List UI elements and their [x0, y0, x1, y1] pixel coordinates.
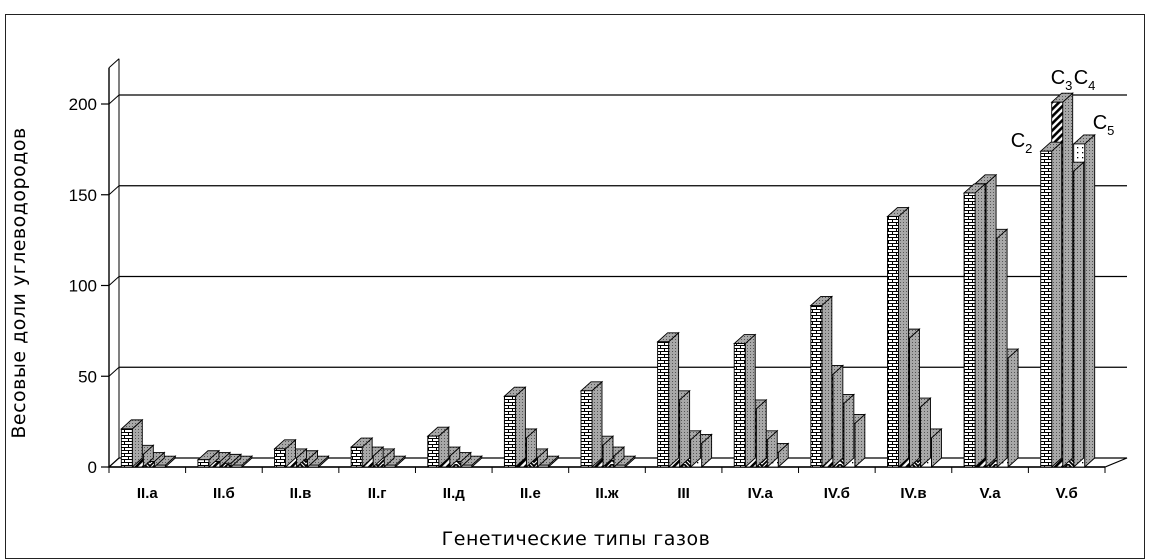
x-tick-label: II.ж [595, 485, 619, 502]
bar-c2-8 [733, 333, 757, 469]
bar-c2-6 [579, 380, 604, 469]
bar-front [427, 435, 440, 468]
bar-c2-4 [426, 426, 450, 469]
bar-c2-10 [886, 206, 910, 469]
bar-front [657, 341, 670, 468]
bar-c2-3 [349, 437, 374, 469]
bar-c2-5 [503, 386, 527, 469]
bar-c2-9 [809, 295, 834, 469]
y-tick-label: 150 [69, 186, 97, 205]
bar-side [821, 295, 833, 469]
x-tick-label: V.б [1056, 485, 1078, 502]
chart-frame [5, 14, 1145, 559]
bar-side [668, 331, 680, 469]
y-axis-title: Весовые доли углеводородов [8, 127, 30, 438]
series-label-c3: C3 [1051, 67, 1073, 93]
x-tick-label: III [677, 485, 690, 502]
bar-c2-0 [120, 418, 144, 469]
series-label-c5: C5 [1093, 112, 1115, 138]
bar-side [920, 397, 931, 469]
bar-side [985, 173, 997, 469]
grid-wall-tick [108, 366, 120, 377]
x-tick-label: II.б [213, 485, 235, 502]
x-tick-label: II.в [290, 485, 312, 502]
bar-front [887, 216, 899, 468]
x-tick-label: IV.в [900, 485, 926, 502]
bar-c2-12 [1039, 141, 1063, 469]
bar-side [1051, 141, 1063, 469]
x-tick-label: IV.а [748, 485, 774, 502]
y-tick-label: 100 [69, 277, 97, 296]
wall-top-edge [108, 58, 120, 69]
bar-side [832, 364, 844, 469]
series-label-c4: C4 [1074, 67, 1096, 93]
bar-side [679, 389, 691, 469]
bar-side [1073, 161, 1085, 469]
grid-wall-tick [108, 94, 120, 105]
bar-front [274, 448, 286, 468]
bar-side [591, 380, 603, 469]
bar-side [996, 228, 1008, 469]
bar-side [1062, 92, 1074, 469]
bar-front [120, 428, 133, 468]
grid-wall-tick [108, 276, 120, 286]
bar-side [843, 393, 855, 469]
bar-front [350, 446, 363, 468]
y-tick-label: 200 [69, 95, 97, 114]
bar-side [974, 182, 986, 469]
x-tick-label: II.д [443, 485, 466, 502]
bar-c2-7 [656, 331, 680, 469]
bar-side [1007, 348, 1019, 469]
bar-front [810, 305, 823, 468]
bar-c2-11 [962, 182, 987, 469]
bar-side [755, 398, 767, 469]
y-tick-label: 50 [78, 367, 97, 386]
x-tick-label: II.г [368, 485, 387, 502]
bar-side [909, 328, 920, 469]
bar-c2-2 [273, 438, 297, 469]
bar-c5-3 [382, 455, 407, 469]
bar-side [744, 333, 756, 469]
bar-side [514, 386, 526, 469]
x-tick-label: V.а [980, 485, 1002, 502]
x-axis-title: Генетические типы газов [442, 528, 711, 550]
bar-front [963, 192, 976, 468]
y-tick-label: 0 [88, 458, 97, 477]
bar-front [1040, 150, 1053, 468]
x-tick-label: IV.б [824, 485, 850, 502]
bar-side [898, 206, 909, 469]
series-label-c2: C2 [1011, 130, 1033, 156]
grid-wall-tick [108, 185, 120, 196]
bar-front [503, 395, 516, 468]
bar-front [197, 459, 210, 468]
bar-front [580, 390, 593, 468]
x-tick-label: II.а [137, 485, 159, 502]
bar-side [1084, 133, 1096, 469]
x-tick-label: II.е [520, 485, 541, 502]
bar-front [733, 343, 746, 468]
bars-layer [120, 92, 1096, 469]
bar-c2-1 [196, 449, 221, 469]
